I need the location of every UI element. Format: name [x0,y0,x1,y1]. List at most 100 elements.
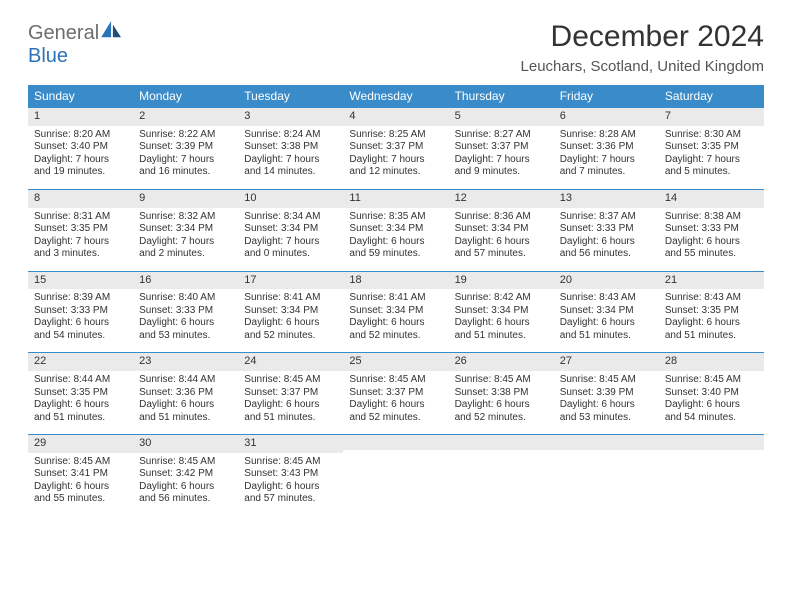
daylight-text: Daylight: 6 hours and 56 minutes. [560,236,653,261]
daylight-text: Daylight: 6 hours and 55 minutes. [34,481,127,506]
logo: General Blue [28,20,123,68]
sunrise-text: Sunrise: 8:34 AM [244,211,337,224]
sunrise-text: Sunrise: 8:32 AM [139,211,232,224]
sunrise-text: Sunrise: 8:35 AM [349,211,442,224]
calendar-cell: 8Sunrise: 8:31 AMSunset: 3:35 PMDaylight… [28,189,133,271]
day-body: Sunrise: 8:31 AMSunset: 3:35 PMDaylight:… [28,208,133,271]
logo-word1: General [28,22,99,44]
day-number: 10 [238,189,343,208]
weekday-header-row: Sunday Monday Tuesday Wednesday Thursday… [28,85,764,107]
sunrise-text: Sunrise: 8:27 AM [455,129,548,142]
day-body: Sunrise: 8:20 AMSunset: 3:40 PMDaylight:… [28,126,133,189]
sunset-text: Sunset: 3:40 PM [34,141,127,154]
day-body: Sunrise: 8:34 AMSunset: 3:34 PMDaylight:… [238,208,343,271]
day-number: 12 [449,189,554,208]
logo-sail-icon [101,21,123,39]
day-body: Sunrise: 8:37 AMSunset: 3:33 PMDaylight:… [554,208,659,271]
sunrise-text: Sunrise: 8:45 AM [455,374,548,387]
calendar-cell: 4Sunrise: 8:25 AMSunset: 3:37 PMDaylight… [343,107,448,189]
day-number: 31 [238,434,343,453]
sunrise-text: Sunrise: 8:20 AM [34,129,127,142]
daylight-text: Daylight: 6 hours and 55 minutes. [665,236,758,261]
daylight-text: Daylight: 6 hours and 56 minutes. [139,481,232,506]
daylight-text: Daylight: 6 hours and 54 minutes. [665,399,758,424]
calendar-cell: 17Sunrise: 8:41 AMSunset: 3:34 PMDayligh… [238,271,343,353]
sunset-text: Sunset: 3:40 PM [665,387,758,400]
sunset-text: Sunset: 3:41 PM [34,468,127,481]
calendar-cell: 7Sunrise: 8:30 AMSunset: 3:35 PMDaylight… [659,107,764,189]
daylight-text: Daylight: 7 hours and 5 minutes. [665,154,758,179]
day-body: Sunrise: 8:44 AMSunset: 3:35 PMDaylight:… [28,371,133,434]
daylight-text: Daylight: 7 hours and 14 minutes. [244,154,337,179]
day-number: 16 [133,271,238,290]
day-number: 9 [133,189,238,208]
sunrise-text: Sunrise: 8:41 AM [244,292,337,305]
day-number: 6 [554,107,659,126]
sunrise-text: Sunrise: 8:38 AM [665,211,758,224]
sunset-text: Sunset: 3:34 PM [244,223,337,236]
daylight-text: Daylight: 6 hours and 51 minutes. [139,399,232,424]
day-body: Sunrise: 8:45 AMSunset: 3:41 PMDaylight:… [28,453,133,516]
sunrise-text: Sunrise: 8:24 AM [244,129,337,142]
sunrise-text: Sunrise: 8:36 AM [455,211,548,224]
sunset-text: Sunset: 3:37 PM [349,141,442,154]
day-body: Sunrise: 8:45 AMSunset: 3:38 PMDaylight:… [449,371,554,434]
sunrise-text: Sunrise: 8:43 AM [560,292,653,305]
sunrise-text: Sunrise: 8:44 AM [139,374,232,387]
weekday-header: Friday [554,85,659,107]
calendar-cell: 23Sunrise: 8:44 AMSunset: 3:36 PMDayligh… [133,352,238,434]
sunrise-text: Sunrise: 8:44 AM [34,374,127,387]
day-body: Sunrise: 8:39 AMSunset: 3:33 PMDaylight:… [28,289,133,352]
daylight-text: Daylight: 7 hours and 12 minutes. [349,154,442,179]
day-body: Sunrise: 8:27 AMSunset: 3:37 PMDaylight:… [449,126,554,189]
day-number: 28 [659,352,764,371]
day-body: Sunrise: 8:43 AMSunset: 3:35 PMDaylight:… [659,289,764,352]
daylight-text: Daylight: 6 hours and 53 minutes. [560,399,653,424]
daylight-text: Daylight: 7 hours and 7 minutes. [560,154,653,179]
day-number: 13 [554,189,659,208]
day-number: 20 [554,271,659,290]
daylight-text: Daylight: 6 hours and 51 minutes. [34,399,127,424]
day-number: 27 [554,352,659,371]
day-body: Sunrise: 8:25 AMSunset: 3:37 PMDaylight:… [343,126,448,189]
sunrise-text: Sunrise: 8:28 AM [560,129,653,142]
sunset-text: Sunset: 3:43 PM [244,468,337,481]
sunset-text: Sunset: 3:35 PM [665,141,758,154]
sunset-text: Sunset: 3:34 PM [455,223,548,236]
daylight-text: Daylight: 7 hours and 0 minutes. [244,236,337,261]
page-title: December 2024 [521,20,764,54]
day-number: 1 [28,107,133,126]
sunrise-text: Sunrise: 8:22 AM [139,129,232,142]
sunrise-text: Sunrise: 8:45 AM [349,374,442,387]
sunrise-text: Sunrise: 8:40 AM [139,292,232,305]
day-number: 8 [28,189,133,208]
calendar-cell: 31Sunrise: 8:45 AMSunset: 3:43 PMDayligh… [238,434,343,516]
day-number: 18 [343,271,448,290]
sunset-text: Sunset: 3:36 PM [139,387,232,400]
calendar-cell: 13Sunrise: 8:37 AMSunset: 3:33 PMDayligh… [554,189,659,271]
sunrise-text: Sunrise: 8:43 AM [665,292,758,305]
day-number: 2 [133,107,238,126]
day-body: Sunrise: 8:30 AMSunset: 3:35 PMDaylight:… [659,126,764,189]
sunset-text: Sunset: 3:35 PM [34,223,127,236]
calendar-cell: 16Sunrise: 8:40 AMSunset: 3:33 PMDayligh… [133,271,238,353]
daylight-text: Daylight: 6 hours and 57 minutes. [244,481,337,506]
calendar-cell: 5Sunrise: 8:27 AMSunset: 3:37 PMDaylight… [449,107,554,189]
day-number: 7 [659,107,764,126]
sunset-text: Sunset: 3:33 PM [665,223,758,236]
day-number: 22 [28,352,133,371]
sunset-text: Sunset: 3:37 PM [455,141,548,154]
daylight-text: Daylight: 7 hours and 3 minutes. [34,236,127,261]
daylight-text: Daylight: 7 hours and 2 minutes. [139,236,232,261]
sunset-text: Sunset: 3:42 PM [139,468,232,481]
sunset-text: Sunset: 3:34 PM [455,305,548,318]
sunset-text: Sunset: 3:33 PM [139,305,232,318]
daylight-text: Daylight: 6 hours and 51 minutes. [665,317,758,342]
day-number: 21 [659,271,764,290]
sunrise-text: Sunrise: 8:41 AM [349,292,442,305]
day-number: 29 [28,434,133,453]
calendar-row: 1Sunrise: 8:20 AMSunset: 3:40 PMDaylight… [28,107,764,189]
sunrise-text: Sunrise: 8:39 AM [34,292,127,305]
daylight-text: Daylight: 6 hours and 59 minutes. [349,236,442,261]
sunset-text: Sunset: 3:34 PM [349,305,442,318]
